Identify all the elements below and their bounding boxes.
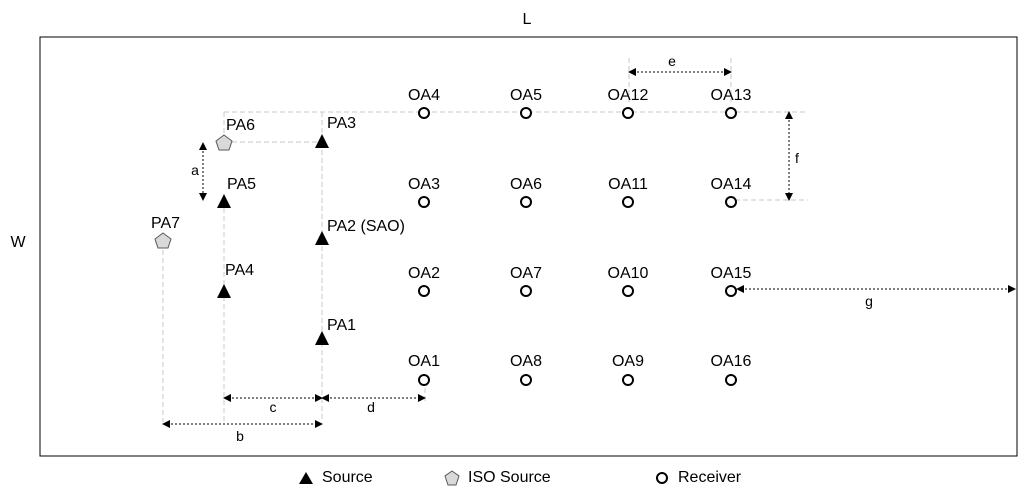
- source-pa7-label: PA7: [151, 215, 180, 232]
- source-pa1-label: PA1: [327, 317, 356, 334]
- receiver-oa5-marker: [520, 107, 532, 119]
- receiver-oa15-marker: [725, 285, 737, 297]
- receiver-oa7-marker: [520, 285, 532, 297]
- receiver-oa12-label: OA12: [608, 87, 649, 104]
- receiver-oa15-label: OA15: [711, 265, 752, 282]
- receiver-oa13-label: OA13: [711, 87, 752, 104]
- legend-item-iso-source: ISO Source: [444, 466, 551, 490]
- receiver-oa10-marker: [622, 285, 634, 297]
- receiver-oa6-marker: [520, 196, 532, 208]
- receiver-oa9-label: OA9: [612, 353, 644, 370]
- source-pa3-marker: [315, 134, 329, 148]
- receiver-oa1-marker: [418, 374, 430, 386]
- source-pa4-marker: [217, 284, 231, 298]
- receiver-oa11-label: OA11: [608, 176, 648, 193]
- iso-source-pa6-marker: [215, 134, 233, 151]
- source-pa4-label: PA4: [225, 262, 254, 279]
- legend-iso-source-label: ISO Source: [468, 469, 551, 486]
- measurement-layout-diagram: L W a b c d e f g P: [10, 11, 1018, 457]
- room-width-label: W: [10, 234, 26, 251]
- source-pa3-label: PA3: [327, 115, 356, 132]
- room-length-label: L: [523, 11, 532, 28]
- legend-receiver-label: Receiver: [678, 469, 742, 486]
- receiver-oa4-label: OA4: [408, 87, 440, 104]
- dimension-e-label: e: [668, 53, 676, 69]
- receiver-oa2-marker: [418, 285, 430, 297]
- receiver-oa3-marker: [418, 196, 430, 208]
- receiver-oa5-label: OA5: [510, 87, 542, 104]
- receiver-oa16-marker: [725, 374, 737, 386]
- receiver-oa4-marker: [418, 107, 430, 119]
- dimension-b-label: b: [236, 428, 244, 444]
- dimension-a-label: a: [191, 162, 199, 178]
- receiver-oa6-label: OA6: [510, 176, 542, 193]
- room-outline: [39, 36, 1018, 457]
- receiver-oa7-label: OA7: [510, 265, 542, 282]
- legend-item-source: Source: [298, 466, 373, 490]
- receiver-oa12-marker: [622, 107, 634, 119]
- source-pa2-label: PA2 (SAO): [327, 218, 405, 235]
- dimension-f-label: f: [795, 150, 799, 166]
- source-pa5-marker: [217, 194, 231, 208]
- receiver-oa11-marker: [622, 196, 634, 208]
- receiver-markers: [418, 107, 737, 386]
- dimension-g-label: g: [865, 293, 873, 309]
- receiver-oa3-label: OA3: [408, 176, 440, 193]
- legend-source-label: Source: [322, 469, 373, 486]
- legend: Source ISO Source Receiver: [0, 466, 1022, 490]
- receiver-oa10-label: OA10: [608, 265, 649, 282]
- receiver-oa9-marker: [622, 374, 634, 386]
- legend-item-receiver: Receiver: [654, 466, 741, 490]
- source-markers: [154, 134, 329, 345]
- dimension-d-label: d: [367, 399, 375, 415]
- receiver-oa8-marker: [520, 374, 532, 386]
- receiver-oa13-marker: [725, 107, 737, 119]
- source-pa2-marker: [315, 231, 329, 245]
- dimension-c-label: c: [270, 399, 277, 415]
- iso-source-pa7-marker: [154, 232, 172, 249]
- source-triangle-icon: [299, 472, 313, 484]
- source-pa6-label: PA6: [226, 117, 255, 134]
- receiver-oa1-label: OA1: [408, 353, 440, 370]
- receiver-oa16-label: OA16: [711, 353, 752, 370]
- receiver-oa14-marker: [725, 196, 737, 208]
- receiver-oa8-label: OA8: [510, 353, 542, 370]
- receiver-oa2-label: OA2: [408, 265, 440, 282]
- iso-source-pentagon-icon: [444, 470, 460, 486]
- source-pa5-label: PA5: [227, 176, 256, 193]
- dimension-lines: [162, 68, 1016, 428]
- source-pa1-marker: [315, 331, 329, 345]
- receiver-circle-icon: [656, 472, 668, 484]
- receiver-oa14-label: OA14: [711, 176, 752, 193]
